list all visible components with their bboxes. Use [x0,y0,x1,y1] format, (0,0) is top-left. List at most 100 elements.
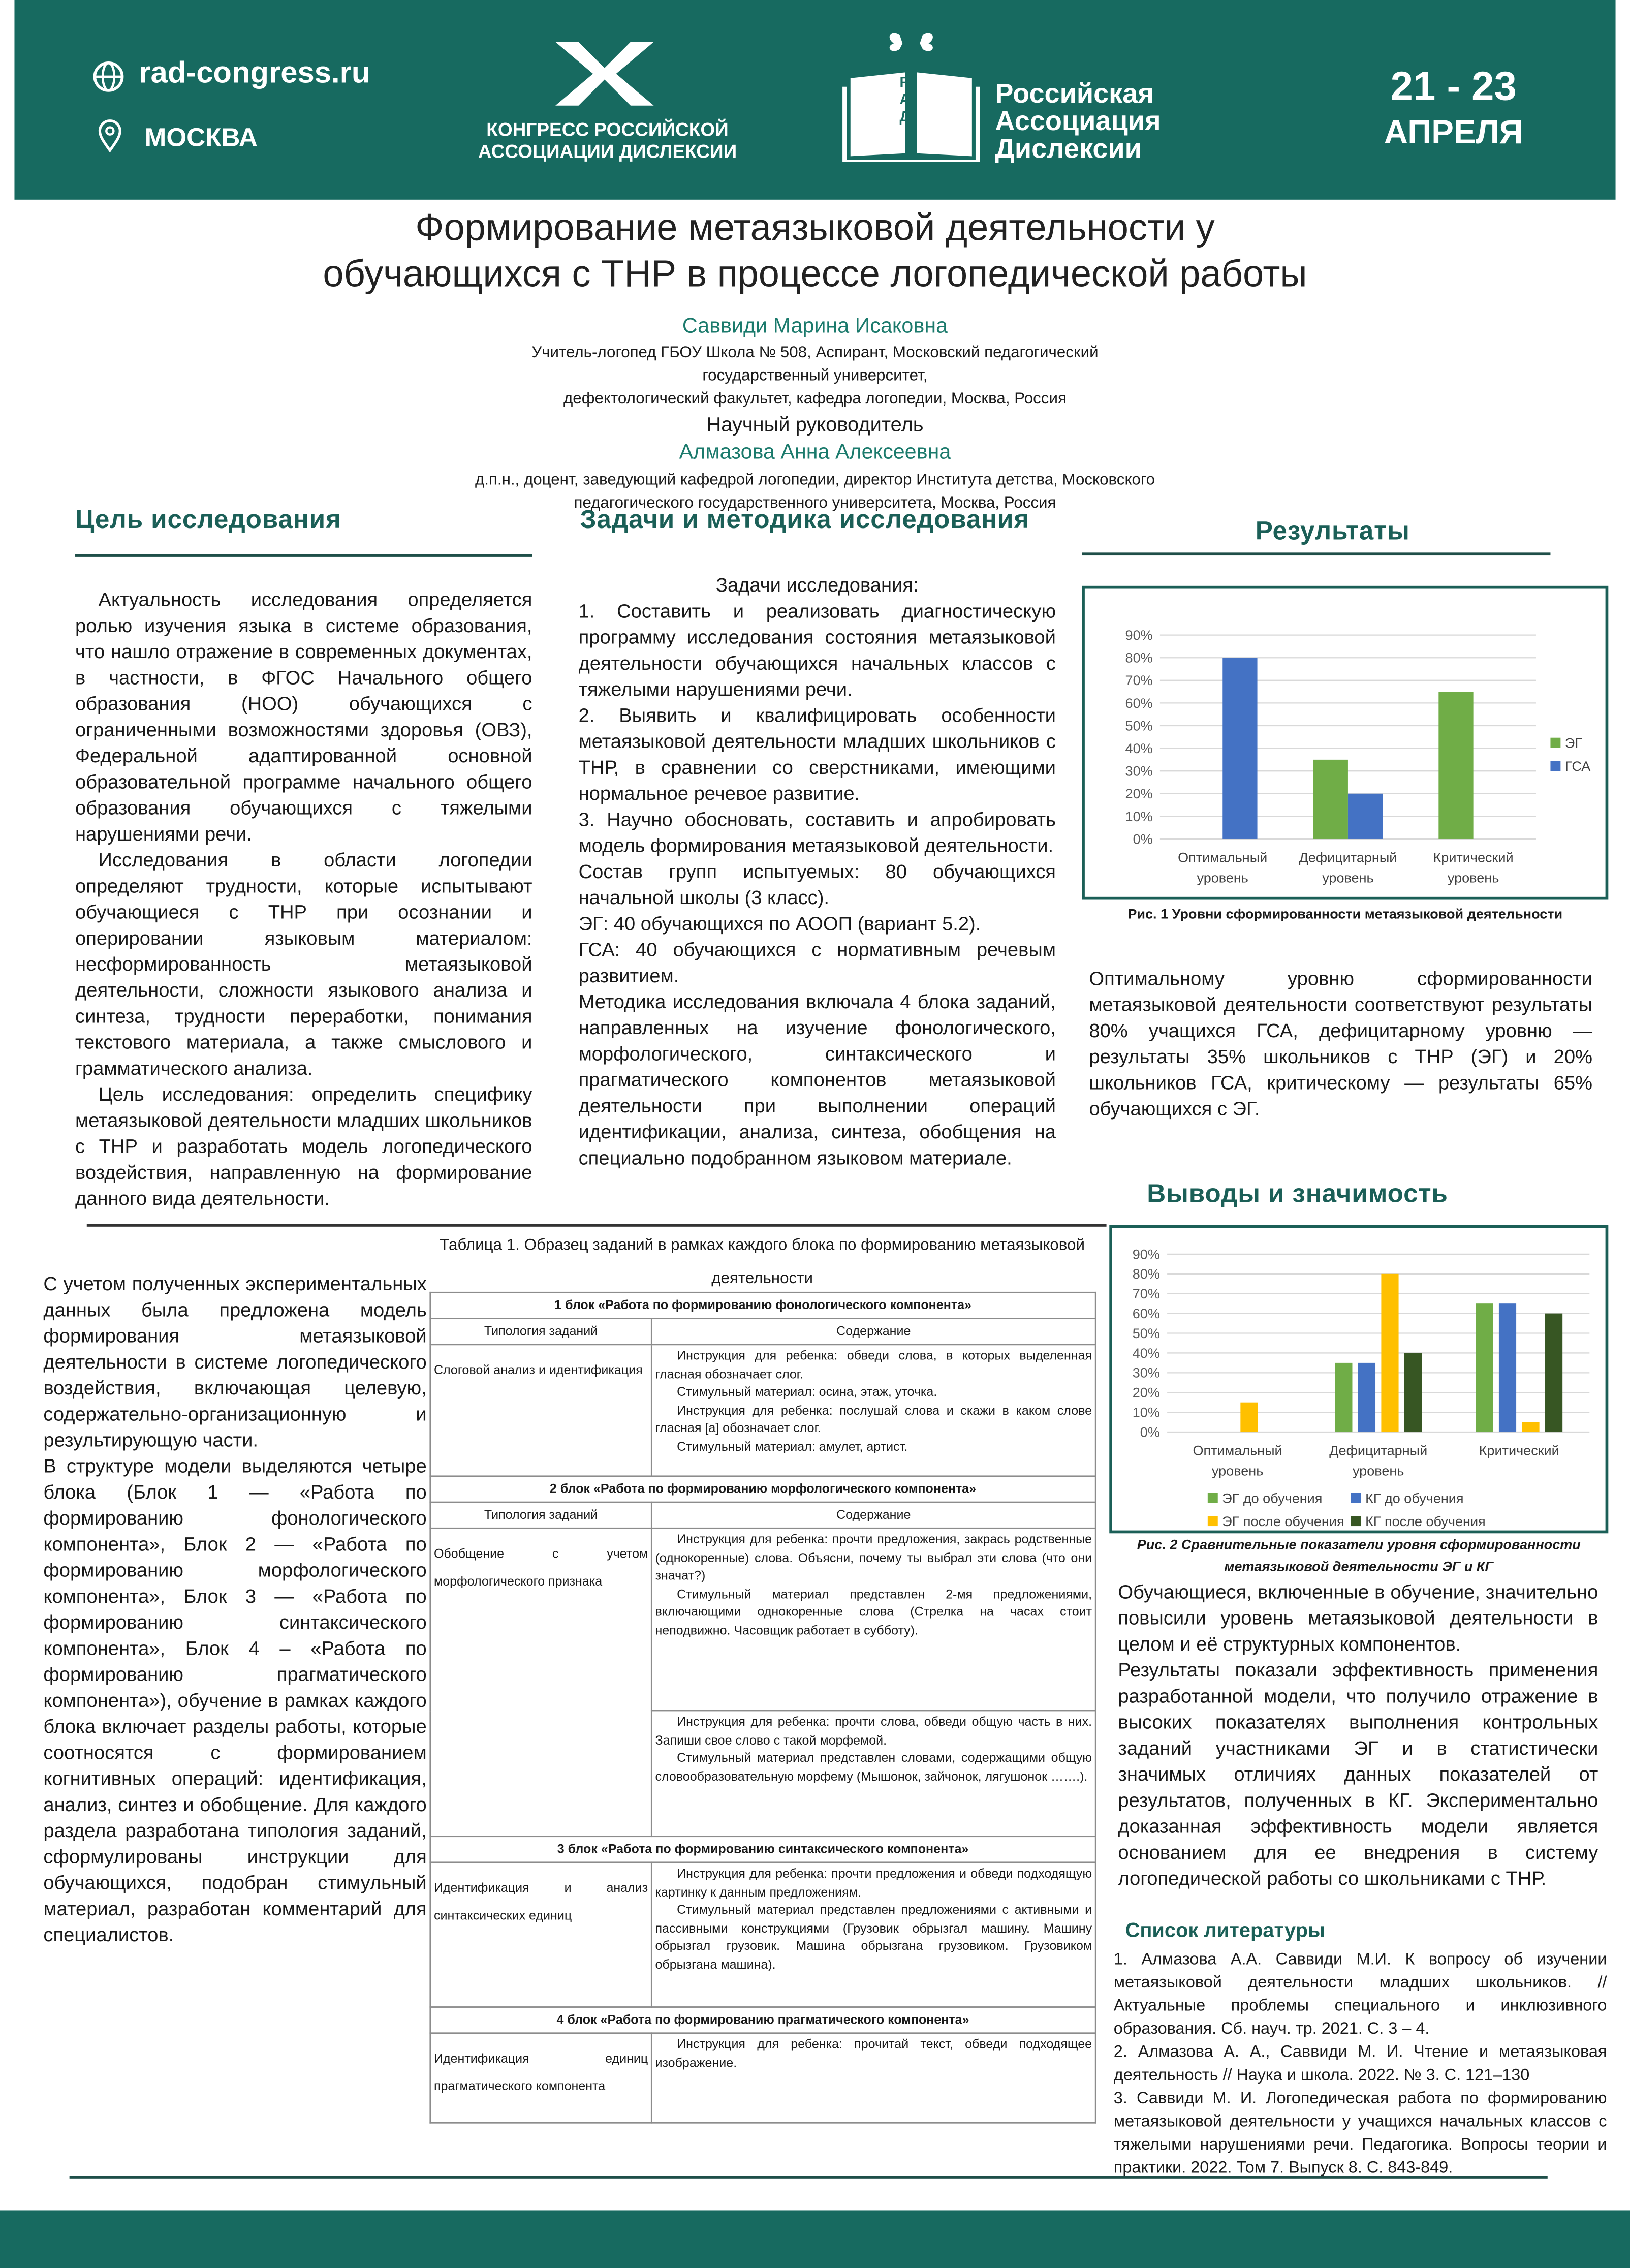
task-type: Идентификация единиц прагматического ком… [429,2032,652,2124]
paragraph: 1. Составить и реализовать диагностическ… [579,599,1056,703]
paragraph: ЭГ: 40 обучающихся по АООП (вариант 5.2)… [579,911,1056,937]
paragraph: Результаты показали эффективность примен… [1118,1658,1598,1892]
text: 2. Выявить и квалифицировать особенности… [578,704,1056,804]
bar [1313,759,1348,839]
y-tick-label: 50% [1125,718,1153,733]
section-heading: Цель исследования [75,505,341,534]
task-type: Идентификация и анализ синтаксических ед… [429,1861,652,2008]
y-tick-label: 20% [1125,786,1153,801]
column-header: Содержание [650,1501,1096,1529]
paragraph: Состав групп испытуемых: 80 обучающихся … [579,859,1056,911]
legend-swatch [1351,1516,1361,1527]
text: Результаты показали эффективность примен… [1118,1659,1598,1889]
x-tick-label: Критический [1479,1443,1559,1460]
text: ЭГ: 40 обучающихся по АООП (вариант 5.2)… [578,913,981,935]
y-tick-label: 30% [1125,764,1153,779]
bar [1358,1362,1376,1433]
task-content: Инструкция для ребенка: прочитай текст, … [650,2032,1096,2124]
block-row: 1 блок «Работа по формированию фонологич… [429,1291,1096,1320]
section-heading: Выводы и значимость [1147,1178,1448,1208]
bar [1522,1422,1540,1433]
heading-rule [75,554,532,557]
legend-label: ЭГ до обучения [1222,1491,1322,1506]
x-tick-label: Критический уровень [1433,850,1514,887]
content-paragraph: Стимульный материал: амулет, артист. [677,1438,908,1453]
bar [1476,1303,1493,1433]
y-tick-label: 50% [1133,1326,1160,1341]
city: МОСКВА [144,122,258,152]
bar [1404,1353,1422,1433]
bar [1438,692,1474,839]
month: АПРЕЛЯ [1384,113,1523,151]
column-header: Типология заданий [429,1318,652,1346]
supervisor-name: Алмазова Анна Алексеевна [679,441,951,464]
chart-frame: 0% 10% 20% 30% 40% 50% 60% 70% 80% 90% ЭГ до обуче… [1109,1225,1609,1534]
affiliation-line: государственный университет, [702,367,928,385]
aim-text: Актуальность исследования определяется р… [75,587,532,1213]
title-line: Формирование метаязыковой деятельности у [415,205,1215,249]
legend-label: ЭГ [1565,736,1582,751]
legend-swatch [1207,1516,1218,1527]
text: определить специфику метаязыковой деятел… [75,1083,532,1209]
paragraph: ГСА: 40 обучающихся с нормативным речевы… [579,938,1056,989]
legend-label: КГ до обучения [1365,1491,1463,1506]
figure-caption: Рис. 2 Сравнительные показатели уровня с… [1137,1537,1581,1575]
organization: Российская Ассоциация Дислексии [995,81,1161,163]
block-heading: 3 блок «Работа по формированию синтаксич… [429,1836,1096,1863]
task-type: Обобщение с учетом морфологического приз… [429,1527,652,1838]
y-tick-label: 40% [1125,741,1153,756]
y-tick-label: 0% [1133,831,1153,847]
y-tick-label: 20% [1133,1385,1160,1401]
author-name: Саввиди Марина Исаковна [682,315,948,339]
site: rad-congress.ru [139,56,370,90]
congress-logo [555,42,654,106]
x-tick-label: Дефицитарный уровень [1299,850,1397,887]
paragraph: Исследования в области логопедии определ… [75,848,532,1082]
table-label: Таблица 1. [440,1236,520,1254]
chart: 0% 10% 20% 30% 40% 50% 60% 70% 80% 90% ЭГ до обуче… [1133,1247,1590,1529]
legend-label: ЭГ после обучения [1222,1514,1344,1529]
heading-rule [1082,552,1551,556]
y-tick-label: 10% [1125,809,1153,824]
text: определяется ролью изучения языка в сист… [75,588,532,845]
legend-label: КГ после обучения [1365,1514,1486,1529]
paragraph: Методика исследования включала 4 блока з… [579,989,1056,1172]
book-letters: РАД [899,75,911,126]
organization-line: Ассоциация [995,107,1161,138]
table-row: Идентификация единиц прагматического ком… [429,2032,1096,2124]
content-paragraph: Инструкция для ребенка: прочти предложен… [655,1866,1092,1899]
legend-label: ГСА [1565,759,1590,774]
column-header: Типология заданий [429,1501,652,1529]
paragraph: С учетом полученных экспериментальных да… [43,1271,426,1454]
title: Формирование метаязыковой деятельности у… [0,204,1630,296]
y-tick-label: 90% [1125,628,1153,643]
block-heading: 1 блок «Работа по формированию фонологич… [429,1291,1096,1320]
x-tick-label: Дефицитарный уровень [1329,1443,1428,1480]
supervisor-affiliation: д.п.н., доцент, заведующий кафедрой лого… [0,469,1630,515]
section-heading: Результаты [1255,516,1410,546]
text: : 80 обучающихся начальной школы (3 клас… [578,860,1056,909]
figure-caption: Рис. 1 Уровни сформированности метаязыко… [1127,907,1563,923]
bar [1347,793,1383,839]
lead: Состав групп испытуемых [578,860,854,883]
task-content: Инструкция для ребенка: обведи слова, в … [650,1344,1096,1477]
table-row: Обобщение с учетом морфологического приз… [429,1527,1096,1838]
title-line: обучающихся с ТНР в процессе логопедичес… [323,252,1307,295]
text: В структуре модели выделяются четыре бло… [43,1455,427,1946]
bar [1222,658,1258,839]
organization-line: Российская [995,79,1154,110]
content-paragraph: Стимульный материал представлен предложе… [655,1902,1092,1971]
legend-swatch [1550,761,1561,771]
section-heading: Задачи и методика исследования [580,505,1030,534]
book-logo [842,33,980,162]
table-row: Слоговой анализ и идентификация Инструкци… [429,1344,1096,1477]
supervisor-role: Научный руководитель [706,412,924,436]
block-heading: 4 блок «Работа по формированию прагматич… [429,2006,1096,2034]
y-tick-label: 80% [1125,650,1153,666]
author-affiliation: Учитель-логопед ГБОУ Школа № 508, Аспира… [0,341,1630,411]
references-heading: Список литературы [1125,1918,1325,1942]
bar [1240,1402,1258,1433]
legend-swatch [1351,1493,1361,1503]
congress-line: КОНГРЕСС РОССИЙСКОЙ [486,118,729,141]
